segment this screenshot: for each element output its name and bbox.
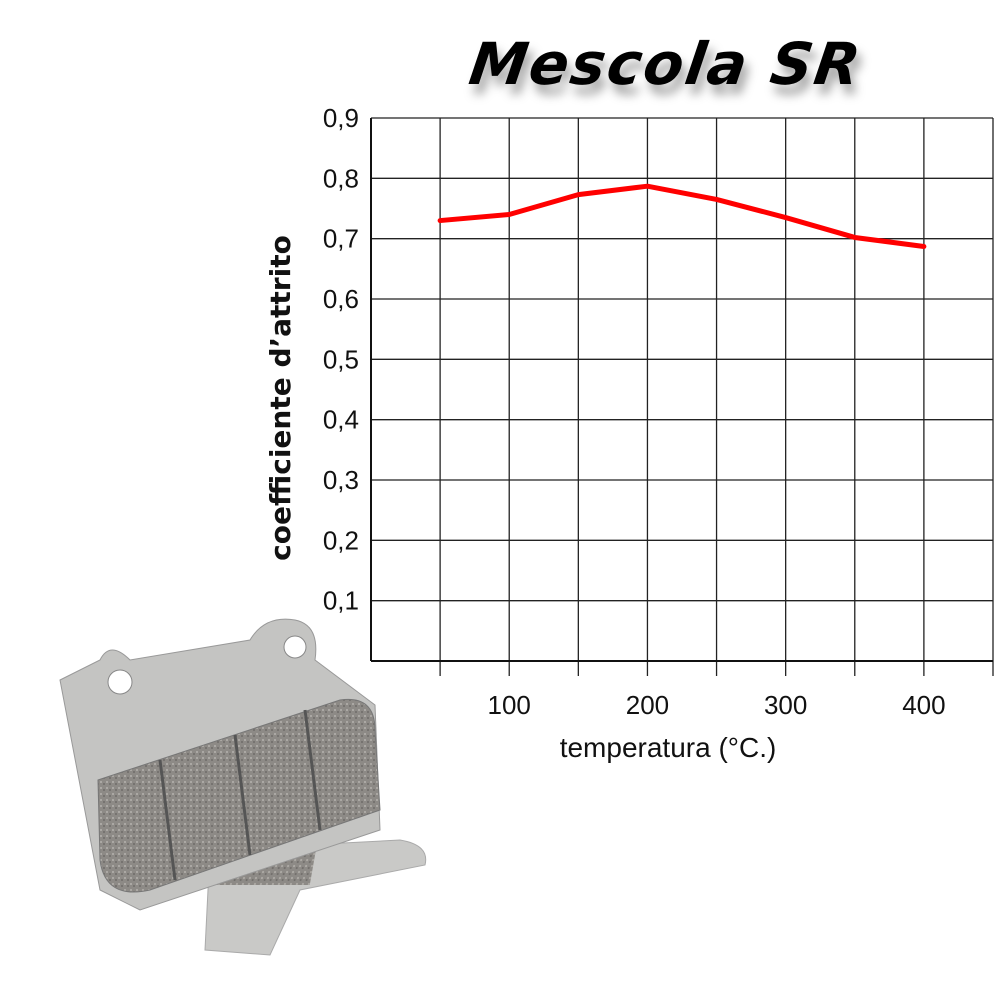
brake-pad-image [59, 618, 427, 956]
x-tick-label: 100 [488, 690, 531, 720]
y-tick-label: 0,5 [323, 344, 359, 374]
y-tick-label: 0,3 [323, 465, 359, 495]
y-tick-label: 0,8 [323, 163, 359, 193]
tick-labels: 0,1 0,2 0,3 0,4 0,5 0,6 0,7 0,8 0,9 100 200 300 400 [323, 103, 946, 720]
y-axis-label: coefficiente d’attrito [264, 235, 297, 561]
y-tick-label: 0,2 [323, 525, 359, 555]
x-tick-label: 400 [902, 690, 945, 720]
series-line [437, 183, 927, 250]
y-tick-label: 0,7 [323, 224, 359, 254]
y-tick-label: 0,6 [323, 284, 359, 314]
x-tick-label: 300 [764, 690, 807, 720]
y-tick-label: 0,1 [323, 586, 359, 616]
y-tick-label: 0,9 [323, 103, 359, 133]
x-axis-label: temperatura (°C.) [560, 732, 777, 763]
grid [370, 117, 994, 676]
x-tick-label: 200 [626, 690, 669, 720]
y-tick-label: 0,4 [323, 405, 359, 435]
